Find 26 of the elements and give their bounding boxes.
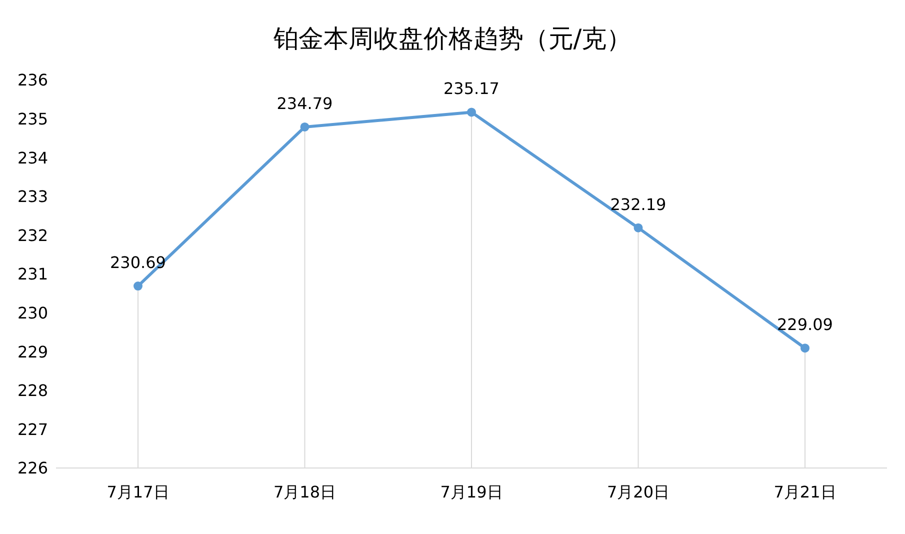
point xyxy=(634,223,643,232)
x-tick-label: 7月18日 xyxy=(273,482,336,502)
chart-title: 铂金本周收盘价格趋势（元/克） xyxy=(272,23,633,55)
y-tick-label: 235 xyxy=(17,109,48,128)
y-tick-label: 227 xyxy=(17,420,48,439)
x-tick-label: 7月21日 xyxy=(774,482,836,502)
y-tick-label: 228 xyxy=(17,381,48,400)
x-tick-label: 7月19日 xyxy=(440,482,503,502)
x-tick-label: 7月20日 xyxy=(606,482,670,502)
y-tick-label: 230 xyxy=(17,303,48,322)
y-tick-label: 226 xyxy=(17,458,48,478)
y-tick-label: 229 xyxy=(17,342,48,362)
y-tick-label: 234 xyxy=(17,148,48,168)
data-label: 234.79 xyxy=(276,94,333,113)
data-label: 232.19 xyxy=(610,194,666,214)
point xyxy=(467,108,476,117)
x-tick-label: 7月17日 xyxy=(106,482,170,502)
y-tick-label: 233 xyxy=(17,187,48,206)
y-tick-label: 236 xyxy=(17,70,48,90)
point xyxy=(300,122,310,132)
y-tick-label: 232 xyxy=(17,226,48,245)
y-tick-label: 231 xyxy=(17,264,48,284)
point xyxy=(800,344,810,353)
data-label: 229.09 xyxy=(777,315,833,334)
point xyxy=(134,282,142,291)
data-label: 235.17 xyxy=(444,79,500,98)
